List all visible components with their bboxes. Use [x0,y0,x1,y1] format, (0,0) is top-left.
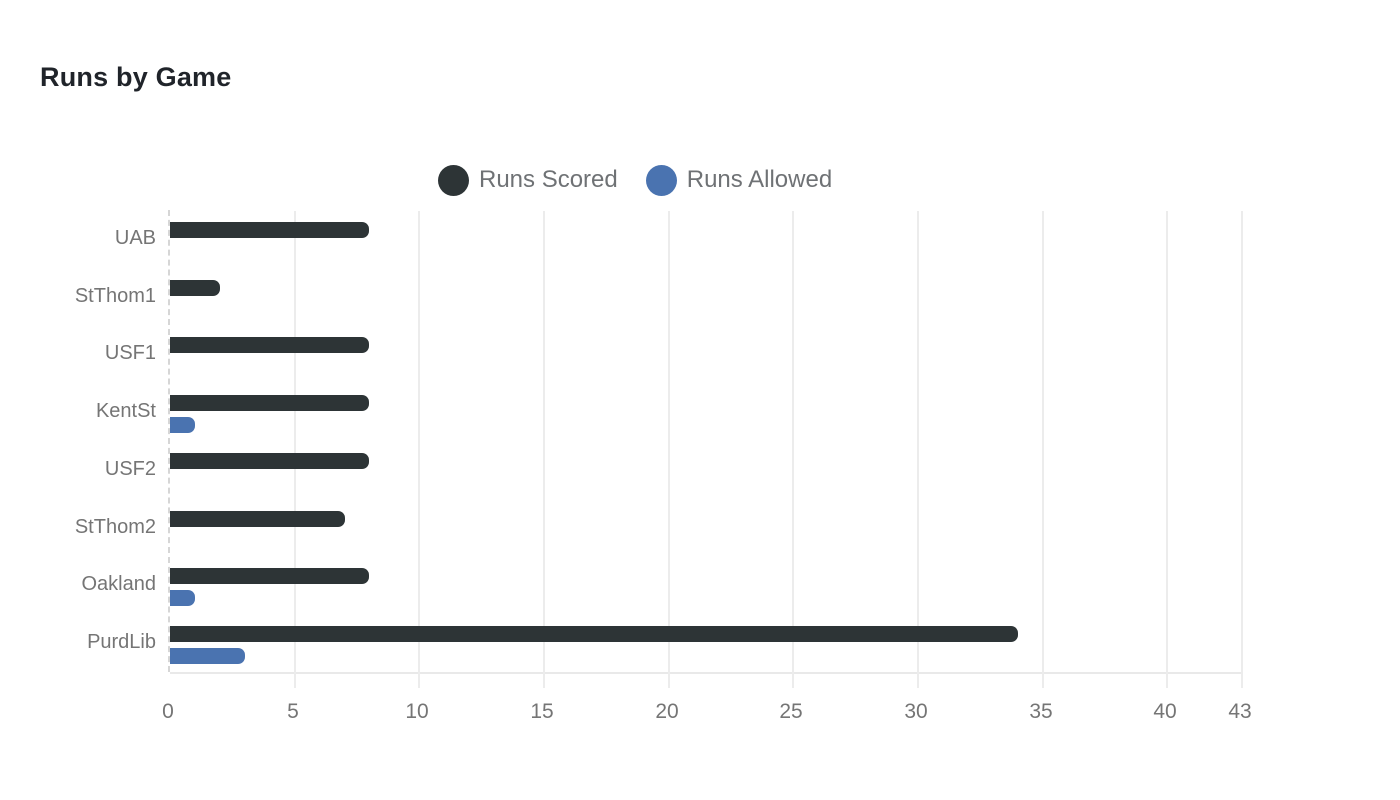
x-axis-line [170,672,1242,674]
x-tick-0: 0 [162,700,174,723]
x-tick-5: 5 [287,700,299,723]
bar-runs-scored-purdlib [170,626,1018,642]
gridline-x-10 [418,211,421,688]
gridline-x-35 [1041,211,1044,688]
legend-label-runs-allowed: Runs Allowed [686,166,833,193]
legend-marker-runs-scored-icon [438,164,469,196]
plot-area [168,210,1243,688]
bar-runs-allowed-kentst [170,417,195,433]
y-axis-labels: UAB StThom1 USF1 KentSt USF2 StThom2 Oakland Pu… [0,210,156,672]
bar-runs-scored-kentst [170,395,369,411]
bar-runs-allowed-purdlib [170,648,245,664]
bar-runs-scored-stthom2 [170,511,345,527]
y-label-stthom1: StThom1 [74,285,156,307]
bar-runs-scored-oakland [170,568,369,584]
bar-runs-scored-usf2 [170,453,369,469]
x-tick-35: 35 [1029,700,1053,723]
bar-runs-allowed-oakland [170,590,195,606]
x-tick-15: 15 [530,700,554,723]
y-label-kentst: KentSt [95,400,156,422]
bar-runs-scored-uab [170,222,369,238]
x-tick-30: 30 [904,700,928,723]
gridline-x-15 [542,211,545,688]
gridline-x-43 [1241,211,1243,688]
x-axis-tick-labels: 0 5 10 15 20 25 30 35 40 43 [0,700,1400,730]
gridline-x-30 [916,211,919,688]
legend-label-runs-scored: Runs Scored [479,166,618,193]
legend-item-runs-scored[interactable]: Runs Scored [438,164,618,196]
chart-title: Runs by Game [40,62,232,92]
x-tick-20: 20 [655,700,679,723]
gridline-x-25 [792,211,795,688]
legend: Runs Scored Runs Allowed [438,163,832,197]
y-label-usf1: USF1 [104,342,156,364]
bar-runs-scored-usf1 [170,337,369,353]
gridline-x-40 [1166,211,1169,688]
x-tick-25: 25 [779,700,803,723]
gridline-x-5 [293,211,296,688]
y-label-oakland: Oakland [81,573,157,595]
y-label-usf2: USF2 [104,458,156,480]
x-tick-40: 40 [1153,700,1177,723]
bar-runs-scored-stthom1 [170,280,220,296]
y-label-stthom2: StThom2 [74,516,156,538]
y-label-uab: UAB [114,227,156,249]
legend-item-runs-allowed[interactable]: Runs Allowed [645,164,833,196]
y-label-purdlib: PurdLib [87,631,156,653]
gridline-x-20 [667,211,670,688]
x-tick-10: 10 [405,700,429,723]
x-tick-43: 43 [1228,700,1252,723]
legend-marker-runs-allowed-icon [645,164,677,196]
